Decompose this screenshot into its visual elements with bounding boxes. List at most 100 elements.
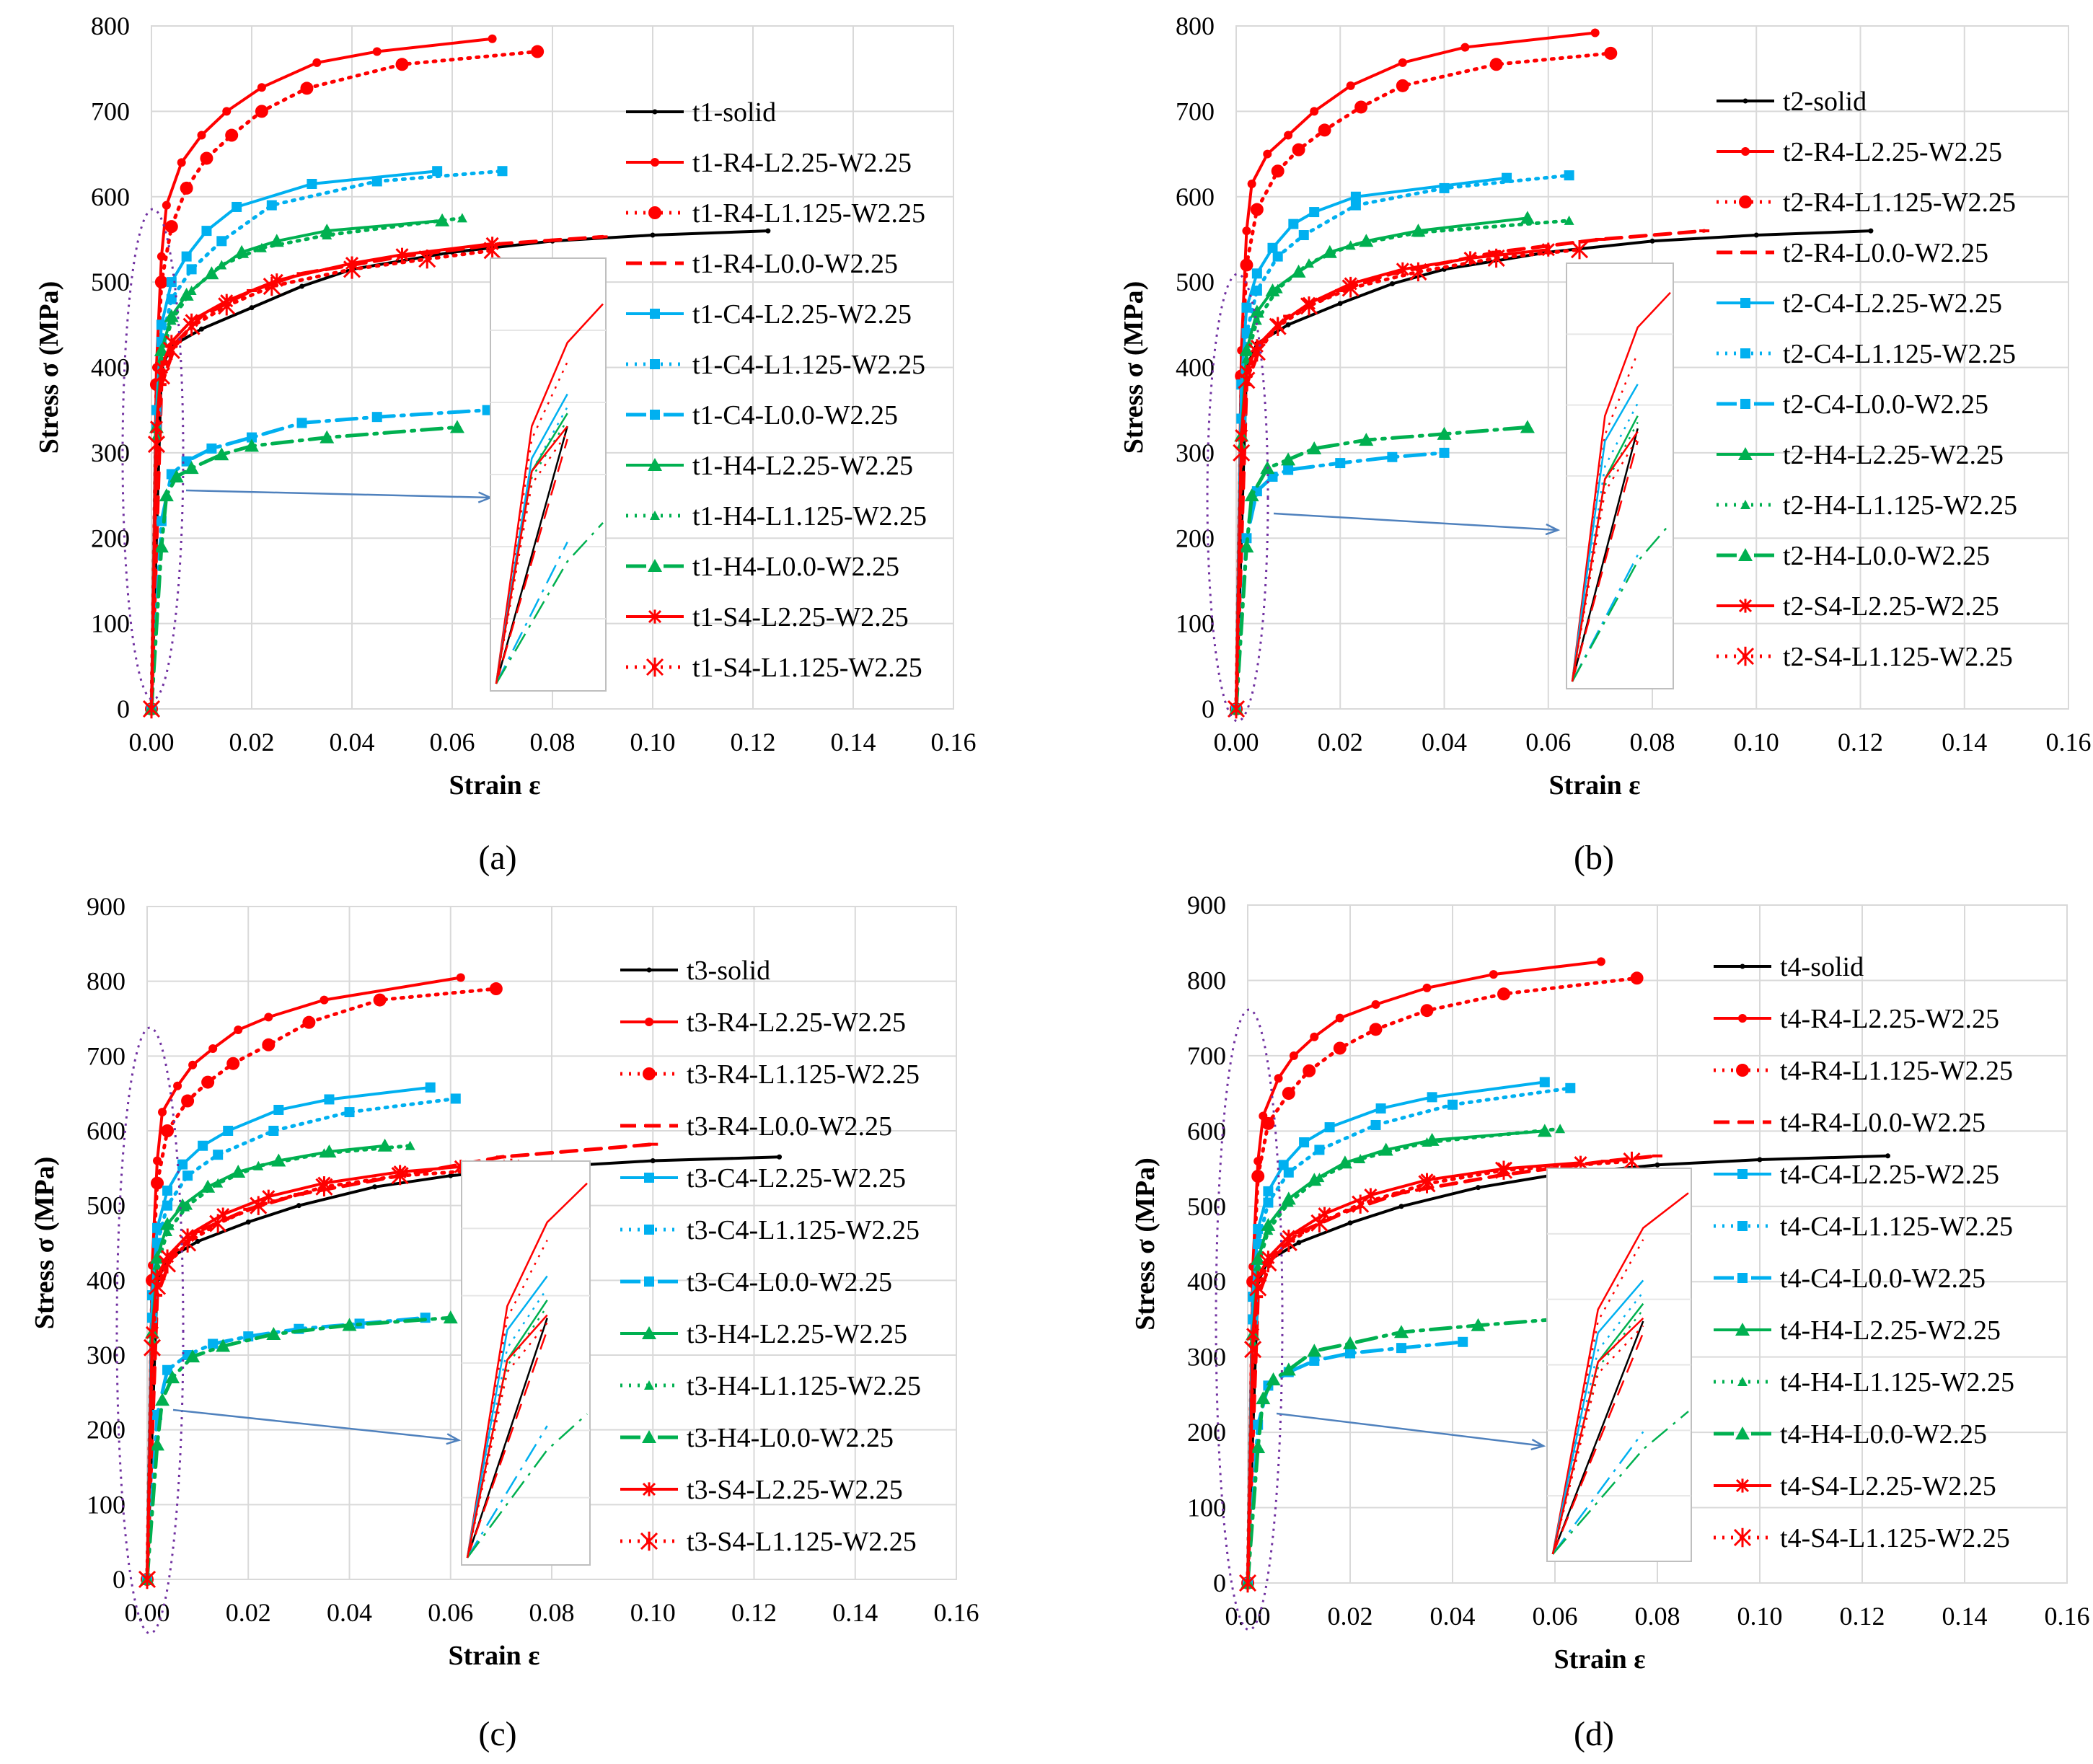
data-point xyxy=(1242,226,1251,236)
data-point xyxy=(234,244,250,258)
zoom-arrow xyxy=(1276,1412,1544,1447)
legend-label: t4-C4-L1.125-W2.25 xyxy=(1780,1212,2013,1242)
data-point xyxy=(1564,170,1574,181)
data-point xyxy=(342,1318,357,1331)
y-tick-label: 100 xyxy=(1187,1494,1226,1522)
data-point xyxy=(1427,1092,1437,1103)
data-point xyxy=(456,973,465,982)
data-point xyxy=(200,151,213,165)
legend-label: t1-C4-L1.125-W2.25 xyxy=(692,350,925,380)
inset-series-line xyxy=(495,425,568,684)
inset-series-line xyxy=(1571,402,1639,682)
legend-entry: t2-C4-L0.0-W2.25 xyxy=(1717,389,1988,420)
inset-series-line xyxy=(466,1240,548,1558)
legend-marker xyxy=(645,1018,653,1026)
inset-series-line xyxy=(1551,1309,1644,1555)
x-tick-label: 0.16 xyxy=(934,1598,979,1627)
data-point xyxy=(650,1157,656,1163)
legend-marker xyxy=(650,309,660,319)
data-point xyxy=(765,228,771,234)
data-point xyxy=(1310,107,1319,116)
data-point xyxy=(450,1093,461,1104)
data-point xyxy=(255,105,268,118)
data-point xyxy=(320,430,335,444)
data-point xyxy=(206,443,217,454)
inset-zoom xyxy=(490,257,607,692)
data-point xyxy=(199,326,204,332)
data-point xyxy=(1494,1160,1513,1180)
data-point xyxy=(1283,464,1294,475)
panel-c: 0.00 0.02 0.04 0.06 0.08 0.10 0.12 0.14 0.160100… xyxy=(30,892,979,1753)
legend-label: t1-H4-L0.0-W2.25 xyxy=(692,552,899,582)
inset-series-line xyxy=(1571,291,1671,682)
legend-entry: t3-R4-L1.125-W2.25 xyxy=(620,1059,920,1090)
data-point xyxy=(300,81,314,95)
data-point xyxy=(1298,230,1309,241)
x-tick-label: 0.14 xyxy=(1942,1602,1988,1631)
inset-series-line xyxy=(1571,431,1639,682)
x-tick-label: 0.04 xyxy=(1430,1602,1476,1631)
data-point xyxy=(1281,1362,1296,1376)
legend-entry: t4-H4-L2.25-W2.25 xyxy=(1714,1315,2001,1346)
inset-series-line xyxy=(466,1314,548,1558)
zoom-ellipse xyxy=(1206,273,1269,723)
legend-entry: t1-C4-L1.125-W2.25 xyxy=(626,350,925,380)
data-point xyxy=(208,1044,218,1053)
x-tick-label: 0.10 xyxy=(630,1598,676,1627)
data-point xyxy=(208,1339,219,1349)
y-tick-label: 900 xyxy=(87,892,125,921)
data-point xyxy=(307,178,317,189)
inset-series-line xyxy=(466,1413,588,1558)
legend-entry: t4-S4-L1.125-W2.25 xyxy=(1714,1523,2010,1553)
legend-entry: t2-R4-L1.125-W2.25 xyxy=(1717,188,2016,218)
inset-series-line xyxy=(495,425,568,684)
data-point xyxy=(1244,488,1259,502)
legend-entry: t3-C4-L2.25-W2.25 xyxy=(620,1163,906,1194)
data-point xyxy=(1314,1173,1325,1183)
data-point xyxy=(1394,1325,1409,1339)
data-point xyxy=(296,418,307,428)
legend-entry: t3-C4-L1.125-W2.25 xyxy=(620,1215,920,1245)
data-point xyxy=(222,107,232,116)
legend-marker xyxy=(645,657,664,677)
legend-label: t4-C4-L0.0-W2.25 xyxy=(1780,1264,1986,1294)
inset-series-line xyxy=(495,303,604,684)
data-point xyxy=(1389,281,1395,286)
x-tick-label: 0.02 xyxy=(1318,728,1363,757)
data-point xyxy=(1272,251,1283,262)
legend-label: t1-S4-L2.25-W2.25 xyxy=(692,602,909,632)
series-line xyxy=(1246,1317,1557,1585)
data-point xyxy=(1369,1023,1383,1036)
data-point xyxy=(1285,322,1291,327)
data-point xyxy=(391,1166,409,1186)
data-point xyxy=(1341,278,1360,298)
data-point xyxy=(319,1148,330,1158)
data-point xyxy=(1337,301,1343,307)
series-t3-S4-L1.125-W2.25 xyxy=(138,1158,520,1589)
inset-series-line xyxy=(466,1275,548,1558)
legend-label: t2-C4-L0.0-W2.25 xyxy=(1783,389,1988,420)
zoom-arrow-head xyxy=(446,1433,462,1445)
data-point xyxy=(1539,1077,1550,1088)
data-point xyxy=(1596,957,1605,966)
panel-d: 0.00 0.02 0.04 0.06 0.08 0.10 0.12 0.14 0.16 0 100… xyxy=(1130,891,2090,1753)
series-t1-S4-L1.125-W2.25 xyxy=(142,241,501,719)
data-point xyxy=(159,488,174,502)
data-point xyxy=(1354,100,1368,114)
legend-label: t3-S4-L2.25-W2.25 xyxy=(687,1475,903,1505)
data-point xyxy=(1564,215,1574,225)
legend-entry: t1-H4-L1.125-W2.25 xyxy=(626,501,927,532)
legend-marker xyxy=(1740,963,1745,969)
data-point xyxy=(1309,1355,1320,1366)
inset-series-line xyxy=(1551,1279,1644,1555)
legend-marker xyxy=(644,1173,654,1183)
zoom-arrow-head xyxy=(1545,523,1561,536)
data-point xyxy=(418,249,436,269)
legend-label: t3-S4-L1.125-W2.25 xyxy=(687,1527,917,1557)
inset-zoom xyxy=(461,1160,591,1566)
data-point xyxy=(1458,1336,1468,1347)
data-point xyxy=(1347,1220,1353,1226)
legend-entry: t4-C4-L0.0-W2.25 xyxy=(1714,1264,1986,1294)
data-point xyxy=(531,45,545,58)
legend-label: t2-C4-L2.25-W2.25 xyxy=(1783,288,2002,319)
